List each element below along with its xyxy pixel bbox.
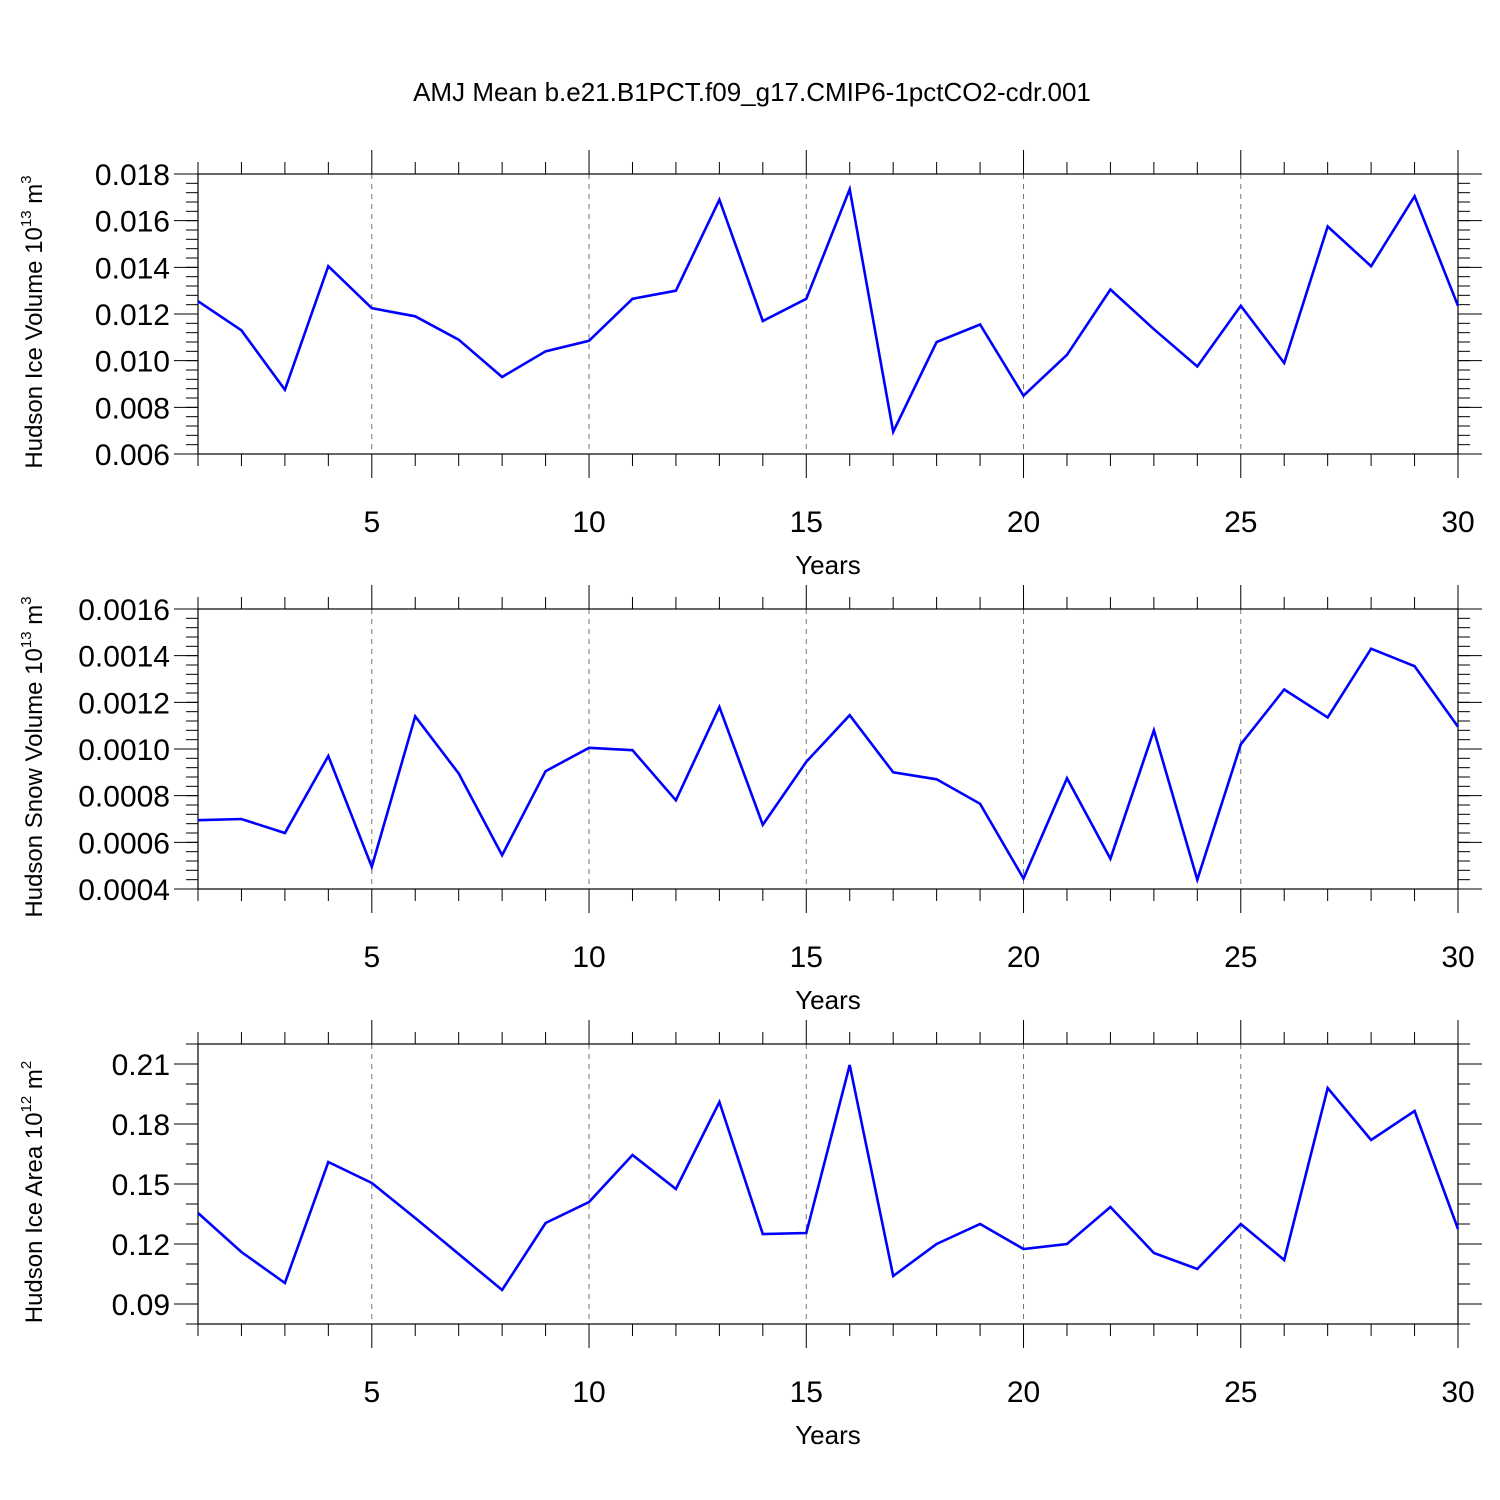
x-tick-label: 20 (1007, 506, 1040, 539)
plot-frame (197, 608, 1459, 890)
y-tick-label: 0.010 (95, 346, 170, 379)
ice-area-panel: 5 10 15 20 25 30 0.09 0.12 0.15 0.18 0.21 Years Huds… (18, 1020, 1482, 1450)
y-axis-label: Hudson Ice Volume 1013 m3 (18, 175, 48, 468)
y-tick-label: 0.0016 (78, 594, 170, 627)
y-tick-label: 0.0012 (78, 687, 170, 720)
y-axis-label: Hudson Snow Volume 1013 m3 (18, 596, 48, 917)
y-tick-label: 0.12 (112, 1229, 170, 1262)
y-tick-label: 0.008 (95, 392, 170, 425)
plot-frame (197, 1043, 1459, 1325)
series-line (197, 1064, 1460, 1292)
x-tick-label: 15 (790, 506, 823, 539)
x-tick-label: 30 (1441, 506, 1474, 539)
y-tick-label: 0.016 (95, 206, 170, 239)
y-tick-label: 0.0006 (78, 827, 170, 860)
y-tick-label: 0.0010 (78, 734, 170, 767)
x-axis-label: Years (795, 550, 861, 580)
x-tick-label: 20 (1007, 1376, 1040, 1409)
x-tick-label: 15 (790, 1376, 823, 1409)
x-tick-label: 30 (1441, 941, 1474, 974)
y-tick-label: 0.21 (112, 1049, 170, 1082)
y-tick-label: 0.09 (112, 1289, 170, 1322)
figure-title: AMJ Mean b.e21.B1PCT.f09_g17.CMIP6-1pctC… (413, 77, 1091, 107)
series-line (197, 647, 1460, 885)
x-tick-label: 25 (1224, 506, 1257, 539)
snow-volume-panel: 5 10 15 20 25 30 0.0004 0.0006 0.0008 0.0010 0.001… (18, 585, 1482, 1015)
y-tick-label: 0.0014 (78, 641, 170, 674)
x-tick-label: 15 (790, 941, 823, 974)
y-tick-label: 0.012 (95, 299, 170, 332)
x-tick-label: 20 (1007, 941, 1040, 974)
ice-volume-panel: 5 10 15 20 25 30 0.006 0.008 0.010 0.012 0.014 0.01… (18, 150, 1482, 580)
y-tick-label: 0.15 (112, 1169, 170, 1202)
x-tick-label: 30 (1441, 1376, 1474, 1409)
y-tick-label: 0.0008 (78, 781, 170, 814)
x-axis-label: Years (795, 985, 861, 1015)
x-tick-label: 10 (572, 941, 605, 974)
series-line (197, 184, 1460, 436)
y-tick-label: 0.18 (112, 1109, 170, 1142)
x-tick-label: 25 (1224, 941, 1257, 974)
x-tick-label: 25 (1224, 1376, 1257, 1409)
y-tick-label: 0.014 (95, 252, 170, 285)
y-tick-label: 0.006 (95, 439, 170, 472)
x-tick-label: 5 (363, 1376, 380, 1409)
y-tick-label: 0.018 (95, 159, 170, 192)
y-axis-label: Hudson Ice Area 1012 m2 (18, 1061, 48, 1324)
x-tick-label: 5 (363, 506, 380, 539)
x-axis-label: Years (795, 1420, 861, 1450)
plot-frame (197, 173, 1459, 455)
y-tick-label: 0.0004 (78, 874, 170, 907)
x-tick-label: 5 (363, 941, 380, 974)
x-tick-label: 10 (572, 1376, 605, 1409)
x-tick-label: 10 (572, 506, 605, 539)
